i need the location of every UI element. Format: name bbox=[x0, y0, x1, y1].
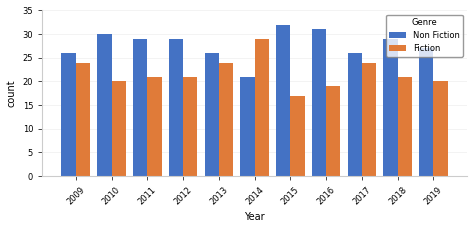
Bar bbox=[240, 77, 255, 176]
Bar bbox=[291, 96, 305, 176]
Bar bbox=[97, 34, 111, 176]
Bar bbox=[276, 25, 291, 176]
Bar bbox=[383, 39, 398, 176]
Bar bbox=[183, 77, 197, 176]
Bar bbox=[111, 82, 126, 176]
Bar bbox=[169, 39, 183, 176]
Bar bbox=[347, 53, 362, 176]
Bar bbox=[419, 48, 433, 176]
Bar bbox=[205, 53, 219, 176]
Y-axis label: count: count bbox=[7, 79, 17, 107]
Bar bbox=[147, 77, 162, 176]
Bar bbox=[255, 39, 269, 176]
Bar bbox=[219, 63, 233, 176]
Bar bbox=[133, 39, 147, 176]
Bar bbox=[312, 29, 326, 176]
Bar bbox=[362, 63, 376, 176]
Bar bbox=[326, 86, 340, 176]
Bar bbox=[398, 77, 412, 176]
X-axis label: Year: Year bbox=[244, 212, 265, 222]
Bar bbox=[76, 63, 90, 176]
Bar bbox=[433, 82, 448, 176]
Bar bbox=[62, 53, 76, 176]
Legend: Non Fiction, Fiction: Non Fiction, Fiction bbox=[386, 15, 463, 57]
